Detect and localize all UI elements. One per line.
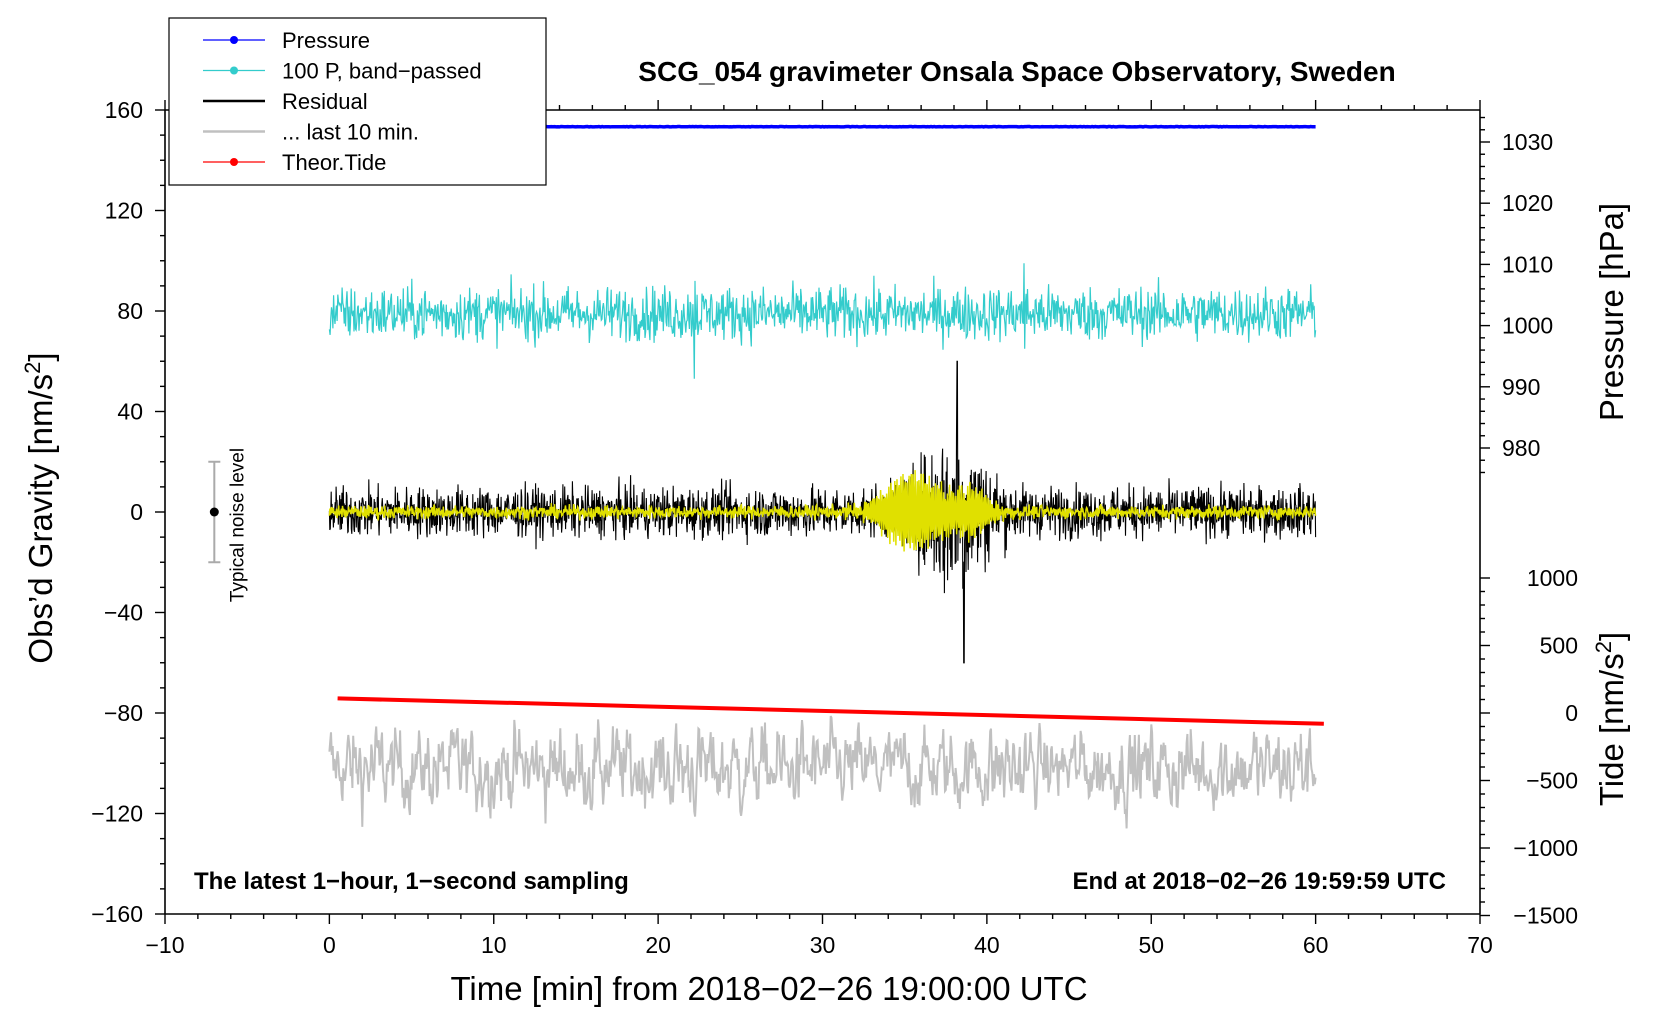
legend-marker — [230, 36, 238, 44]
y-tick-label: 160 — [105, 97, 143, 123]
noise-level-label: Typical noise level — [227, 448, 248, 602]
tide-tick-label: −1500 — [1513, 903, 1578, 929]
noise-bar-dot — [209, 507, 219, 517]
y-tick-label: −80 — [104, 700, 143, 726]
tide-tick-label: 0 — [1565, 700, 1578, 726]
pressure-tick-label: 1000 — [1502, 313, 1553, 339]
y-tick-label: 40 — [117, 399, 143, 425]
x-tick-label: 20 — [645, 932, 671, 958]
axes: −10 0 10 20 30 40 50 60 7016012080400−40−80−120−… — [91, 97, 1578, 958]
x-tick-label: −10 — [145, 932, 184, 958]
x-tick-label: 60 — [1303, 932, 1329, 958]
legend-marker — [230, 66, 238, 75]
pressure-tick-label: 1020 — [1502, 190, 1553, 216]
x-tick-label: 10 — [481, 932, 507, 958]
y-axis-title-left: Obs’d Gravity [nm/s2] — [20, 352, 60, 663]
y-tick-label: 120 — [105, 198, 143, 224]
noise-bar: Typical noise level — [208, 448, 248, 602]
legend-label: ... last 10 min. — [282, 120, 419, 145]
y-tick-label: −40 — [104, 600, 143, 626]
x-tick-label: 0 — [323, 932, 336, 958]
chart-title: SCG_054 gravimeter Onsala Space Observat… — [638, 56, 1395, 87]
x-tick-label: 50 — [1138, 932, 1164, 958]
y-tick-label: 0 — [130, 499, 143, 525]
end-time-note: End at 2018−02−26 19:59:59 UTC — [1072, 868, 1446, 895]
tide-tick-label: −500 — [1526, 768, 1578, 794]
x-tick-label: 40 — [974, 932, 1000, 958]
plot-area — [328, 124, 1324, 829]
y-tick-label: −160 — [91, 901, 143, 927]
legend-marker — [230, 158, 238, 166]
legend-label: Theor.Tide — [282, 150, 386, 175]
pressure-tick-label: 1030 — [1502, 129, 1553, 155]
pressure-tick-label: 980 — [1502, 435, 1540, 461]
tide-tick-label: 500 — [1540, 633, 1578, 659]
series-last-10-min — [328, 715, 1317, 829]
legend: Pressure 100 P, band−passed Residual ... la… — [168, 17, 547, 186]
series-band-passed-pressure — [328, 263, 1317, 379]
sampling-note: The latest 1−hour, 1−second sampling — [194, 868, 629, 895]
x-tick-label: 30 — [810, 932, 836, 958]
y-axis-title-tide: Tide [nm/s2] — [1591, 632, 1631, 806]
series-filtered-residual — [328, 470, 1317, 552]
tide-tick-label: −1000 — [1513, 835, 1578, 861]
y-tick-label: 80 — [117, 298, 143, 324]
series-theor-tide — [337, 696, 1324, 726]
legend-label: Residual — [282, 89, 368, 114]
y-axis-title-pressure: Pressure [hPa] — [1593, 203, 1630, 421]
legend-label: 100 P, band−passed — [282, 59, 482, 84]
pressure-tick-label: 990 — [1502, 374, 1540, 400]
pressure-tick-label: 1010 — [1502, 251, 1553, 277]
tide-tick-label: 1000 — [1527, 565, 1578, 591]
legend-label: Pressure — [282, 28, 370, 53]
x-tick-label: 70 — [1467, 932, 1493, 958]
y-tick-label: −120 — [91, 801, 143, 827]
x-axis-title: Time [min] from 2018−02−26 19:00:00 UTC — [450, 970, 1087, 1007]
